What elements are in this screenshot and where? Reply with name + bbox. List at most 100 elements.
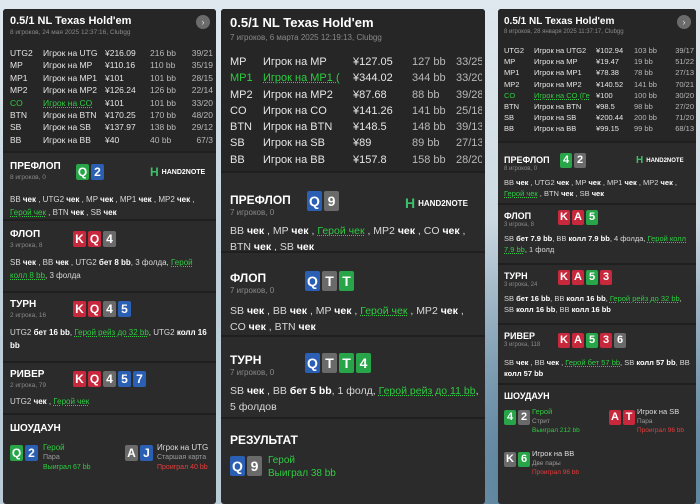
opponent-name: Игрок на UTG — [157, 443, 209, 452]
player-position: BB — [230, 153, 245, 166]
chevron-right-icon[interactable]: › — [196, 15, 210, 29]
player-row[interactable]: CO Игрок на CO ¥101 101 bb 33/20 — [10, 97, 213, 109]
hero-name: Герой — [268, 455, 296, 466]
street-name: ТУРН — [230, 353, 262, 367]
preflop-actions: BB чек , UTG2 чек , MP чек , MP1 чек , M… — [504, 178, 677, 198]
player-row[interactable]: MP2 Игрок на MP2 ¥87.68 88 bb 39/28 — [230, 87, 482, 103]
opponent-hand: Пара — [637, 417, 653, 425]
street-name: ПРЕФЛОП — [230, 193, 291, 207]
player-stats: 71/20 — [675, 113, 694, 123]
hand-subtitle: 8 игроков, 24 мая 2025 12:37:16, Clubgg — [10, 29, 131, 36]
opponent-showdown-cards: A J — [125, 445, 153, 461]
opponent-result: Проиграл 40 bb — [157, 464, 208, 471]
player-stack: ¥89 — [353, 137, 372, 150]
player-row[interactable]: BB Игрок на BB ¥40 40 bb 67/3 — [10, 134, 213, 146]
card: 3 — [600, 270, 612, 285]
river-section: РИВЕР 2 игрока, 79 K Q 4 5 7 UTG2 чек , … — [3, 361, 216, 413]
player-bb: 158 bb — [412, 153, 446, 166]
player-row[interactable]: BB Игрок на BB ¥157.8 158 bb 28/20 — [230, 152, 482, 168]
player-name: Игрок на BB — [43, 134, 91, 145]
flop-actions: SB чек , BB чек , MP чек , Герой чек , M… — [230, 305, 464, 333]
player-name: Игрок на BTN — [43, 110, 97, 121]
player-stats: 39/28 — [456, 88, 482, 101]
player-name: Игрок на SB — [263, 137, 325, 150]
card: 5 — [586, 210, 598, 225]
street-name: ШОУДАУН — [10, 423, 61, 434]
player-bb: 100 bb — [634, 90, 657, 100]
street-info: 3 игрока, 118 — [504, 342, 541, 348]
card: A — [572, 210, 584, 225]
logo-text: HAND2NOTE — [161, 168, 206, 176]
card: Q — [230, 456, 245, 476]
player-stats: 28/20 — [456, 153, 482, 166]
player-row[interactable]: MP Игрок на MP ¥127.05 127 bb 33/25 — [230, 54, 482, 70]
player-bb: 127 bb — [412, 56, 446, 68]
player-name: Игрок на SB — [43, 122, 91, 133]
player-row[interactable]: MP2 Игрок на MP2 ¥126.24 126 bb 22/14 — [10, 84, 213, 96]
player-row[interactable]: CO Игрок на CO (Ге ¥100 100 bb 30/20 — [504, 90, 694, 101]
card: 4 — [504, 410, 516, 425]
player-bb: 148 bb — [412, 121, 446, 134]
preflop-actions: BB чек , UTG2 чек , MP чек , MP1 чек , M… — [10, 195, 195, 217]
preflop-actions: BB чек , MP чек , Герой чек , MP2 чек , … — [230, 225, 466, 253]
board-cards: K Q 4 5 7 — [73, 371, 146, 387]
player-row[interactable]: MP1 Игрок на MP1 (¥344.02 344 bb 33/20 — [230, 70, 482, 86]
player-row[interactable]: BTN Игрок на BTN ¥148.5 148 bb 39/13 — [230, 119, 482, 135]
player-position: SB — [230, 137, 245, 150]
player-position: BTN — [230, 121, 252, 134]
player-row[interactable]: BB Игрок на BB ¥99.15 99 bb 68/13 — [504, 123, 694, 134]
card: 5 — [586, 270, 598, 285]
river-actions: SB чек , BB чек , Герой бет 57 bb, SB ко… — [504, 358, 690, 378]
board-cards: K Q 4 5 — [73, 301, 131, 317]
player-position: SB — [504, 113, 515, 123]
card: 7 — [133, 371, 146, 387]
player-stats: 27/13 — [675, 68, 694, 78]
hand-title: 0.5/1 NL Texas Hold'em — [504, 16, 615, 27]
player-stats: 27/20 — [675, 102, 694, 112]
player-bb: 138 bb — [150, 122, 176, 133]
card: A — [572, 333, 584, 348]
player-position: MP2 — [504, 79, 520, 89]
player-stats: 27/13 — [456, 137, 482, 150]
player-name: Игрок на BTN — [263, 121, 333, 134]
player-row[interactable]: UTG2 Игрок на UTG2 ¥102.94 103 bb 39/17 — [504, 45, 694, 56]
player-row[interactable]: BTN Игрок на BTN ¥98.5 98 bb 27/20 — [504, 101, 694, 112]
card: K — [73, 301, 86, 317]
street-name: ПРЕФЛОП — [10, 161, 61, 172]
player-name: Игрок на BB — [534, 124, 577, 134]
player-row[interactable]: MP Игрок на MP ¥19.47 19 bb 51/22 — [504, 56, 694, 67]
player-row[interactable]: MP1 Игрок на MP1 ¥78.38 78 bb 27/13 — [504, 67, 694, 78]
player-stats: 29/12 — [191, 122, 213, 133]
card: Q — [305, 271, 320, 291]
card: 2 — [91, 164, 104, 180]
player-row[interactable]: BTN Игрок на BTN ¥170.25 170 bb 48/20 — [10, 109, 213, 121]
player-position: MP1 — [10, 72, 28, 83]
player-row[interactable]: SB Игрок на SB ¥200.44 200 bb 71/20 — [504, 112, 694, 123]
player-row[interactable]: MP1 Игрок на MP1 ¥101 101 bb 28/15 — [10, 72, 213, 84]
player-row[interactable]: MP Игрок на MP ¥110.16 110 bb 35/19 — [10, 59, 213, 71]
player-bb: 103 bb — [634, 46, 657, 55]
flop-section: ФЛОП 3 игрока, 8 K Q 4 SB чек , BB чек ,… — [3, 219, 216, 291]
player-row[interactable]: SB Игрок на SB ¥137.97 138 bb 29/12 — [10, 121, 213, 133]
hand-header: 0.5/1 NL Texas Hold'em 8 игроков, 28 янв… — [498, 9, 696, 141]
card: 6 — [614, 333, 626, 348]
player-row[interactable]: UTG2 Игрок на UTG ¥216.09 216 bb 39/21 — [10, 47, 213, 59]
board-cards: Q T T — [305, 271, 354, 291]
player-bb: 88 bb — [412, 88, 440, 101]
hand-title: 0.5/1 NL Texas Hold'em — [10, 15, 132, 27]
street-info: 3 игрока, 8 — [504, 222, 534, 228]
card: K — [504, 452, 516, 467]
player-row[interactable]: CO Игрок на CO ¥141.26 141 bb 25/18 — [230, 103, 482, 119]
player-stack: ¥99.15 — [596, 124, 619, 134]
player-row[interactable]: MP2 Игрок на MP2 ¥140.52 141 bb 70/21 — [504, 79, 694, 90]
player-name: Игрок на MP — [534, 57, 578, 67]
opponent-result: Проиграл 96 bb — [532, 469, 579, 476]
card: Q — [88, 371, 101, 387]
player-position: MP1 — [504, 68, 520, 78]
hero-name: Герой — [43, 443, 65, 452]
card: 9 — [247, 456, 262, 476]
chevron-right-icon[interactable]: › — [677, 15, 691, 29]
card: 4 — [103, 231, 116, 247]
street-info: 7 игроков, 0 — [230, 208, 275, 217]
player-row[interactable]: SB Игрок на SB ¥89 89 bb 27/13 — [230, 135, 482, 151]
